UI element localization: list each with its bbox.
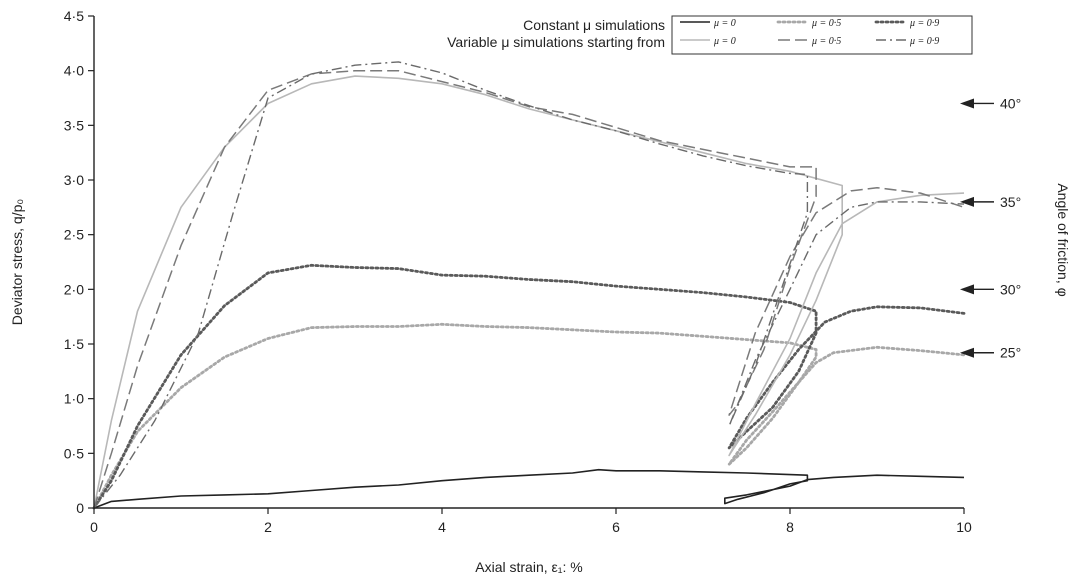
ticks-layer: 0 2 4 6 8 10 0 0·5 1·0 1·5 2·0 2·5 3·0 3·5 4·0 4·5: [64, 8, 972, 535]
legend: Constant μ simulations Variable μ simula…: [447, 15, 973, 55]
y-axis-title: Deviator stress, q/p₀: [9, 199, 25, 326]
legend-entry-label: μ = 0: [713, 36, 736, 47]
x-tick-label: 10: [956, 519, 972, 535]
legend-entry-label: μ = 0·9: [909, 18, 939, 29]
legend-entry-label: μ = 0·9: [909, 36, 939, 47]
y-tick-label: 2·0: [64, 281, 84, 297]
legend-box: [671, 15, 973, 55]
legend-entry-label: μ = 0·5: [811, 36, 841, 47]
y-tick-label: 4·0: [64, 63, 84, 79]
y-tick-label: 4·5: [64, 8, 84, 24]
axes-layer: [93, 16, 964, 509]
y2-axis-title: Angle of friction, φ: [1055, 183, 1071, 296]
legend-group-constant-label: Constant μ simulations: [523, 17, 665, 33]
friction-angle-label: 35°: [1000, 194, 1021, 210]
series-constant-line: [93, 468, 965, 509]
legend-entry-label: μ = 0·5: [811, 18, 841, 29]
friction-angle-label: 25°: [1000, 345, 1021, 361]
legend-entries: μ = 0 μ = 0·5 μ = 0·9 μ = 0 μ = 0·5 μ = 0·9: [680, 18, 939, 47]
friction-angle-label: 40°: [1000, 95, 1021, 111]
series-variable-line: [93, 69, 965, 509]
y-tick-label: 0: [76, 500, 84, 516]
friction-angle-arrowhead: [960, 284, 974, 295]
y-tick-label: 1·5: [64, 336, 84, 352]
series-constant-line: [92, 322, 966, 510]
x-tick-label: 2: [264, 519, 272, 535]
series-variable-line: [93, 75, 965, 509]
series-layer: [92, 61, 966, 510]
series-variable-line: [93, 61, 965, 509]
legend-group-variable-label: Variable μ simulations starting from: [447, 34, 665, 50]
friction-angle-markers: 40° 35° 30° 25°: [960, 95, 1021, 361]
friction-angle-label: 30°: [1000, 281, 1021, 297]
friction-angle-arrowhead: [960, 98, 974, 109]
x-tick-label: 0: [90, 519, 98, 535]
x-axis-title: Axial strain, ε₁: %: [475, 559, 582, 575]
y-tick-label: 0·5: [64, 445, 84, 461]
series-constant-line: [92, 263, 966, 510]
x-tick-label: 4: [438, 519, 446, 535]
x-tick-label: 8: [786, 519, 794, 535]
friction-angle-arrowhead: [960, 347, 974, 358]
y-tick-label: 1·0: [64, 391, 84, 407]
legend-entry-label: μ = 0: [713, 18, 736, 29]
y-tick-label: 2·5: [64, 227, 84, 243]
y-tick-label: 3·5: [64, 117, 84, 133]
friction-angle-arrowhead: [960, 196, 974, 207]
x-tick-label: 6: [612, 519, 620, 535]
y-tick-label: 3·0: [64, 172, 84, 188]
